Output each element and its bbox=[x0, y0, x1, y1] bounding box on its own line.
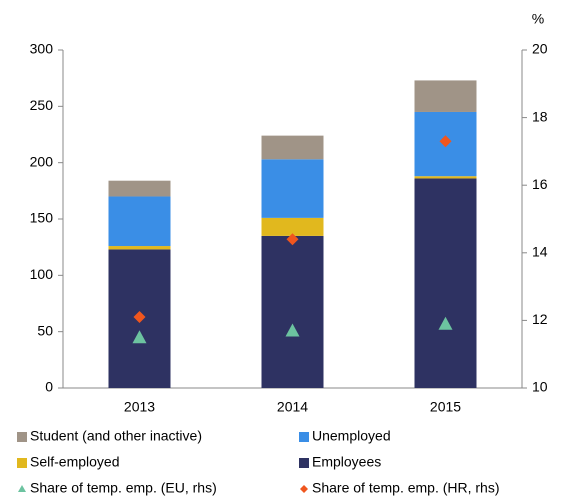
bar-segment bbox=[108, 246, 171, 250]
y2-tick-label: 18 bbox=[532, 108, 548, 124]
diamond-marker bbox=[133, 311, 146, 324]
legend-label: Share of temp. emp. (EU, rhs) bbox=[30, 480, 217, 496]
triangle-marker bbox=[132, 330, 147, 344]
bar-segment bbox=[108, 196, 171, 247]
legend-label: Student (and other inactive) bbox=[30, 428, 202, 444]
x-tick-label: 2014 bbox=[277, 399, 308, 415]
legend-label: Unemployed bbox=[312, 428, 391, 444]
x-tick-label: 2013 bbox=[124, 399, 155, 415]
y2-tick-label: 20 bbox=[532, 41, 548, 57]
bar-segment bbox=[261, 159, 324, 218]
legend-swatch bbox=[300, 485, 308, 493]
y-tick-label: 50 bbox=[37, 322, 53, 338]
y2-tick-label: 12 bbox=[532, 311, 548, 327]
y2-tick-label: 16 bbox=[532, 176, 548, 192]
y-tick-label: 0 bbox=[45, 379, 53, 395]
bar-segment bbox=[414, 80, 477, 112]
y2-unit: % bbox=[532, 11, 544, 27]
bar-segment bbox=[414, 176, 477, 179]
bar-segment bbox=[261, 135, 324, 160]
legend-swatch bbox=[17, 432, 27, 442]
triangle-marker bbox=[438, 316, 453, 330]
y-tick-label: 250 bbox=[30, 97, 54, 113]
y-tick-label: 100 bbox=[30, 266, 54, 282]
bar-segment bbox=[108, 180, 171, 197]
bar-segment bbox=[261, 235, 324, 388]
legend-label: Share of temp. emp. (HR, rhs) bbox=[312, 480, 500, 496]
y-tick-label: 200 bbox=[30, 153, 54, 169]
legend-swatch bbox=[17, 458, 27, 468]
y2-tick-label: 10 bbox=[532, 379, 548, 395]
y-tick-label: 150 bbox=[30, 210, 54, 226]
legend-swatch bbox=[299, 458, 309, 468]
triangle-marker bbox=[285, 323, 300, 337]
y2-tick-label: 14 bbox=[532, 244, 548, 260]
bar-segment bbox=[414, 178, 477, 388]
legend-label: Employees bbox=[312, 454, 381, 470]
x-tick-label: 2015 bbox=[430, 399, 461, 415]
diamond-marker bbox=[286, 233, 299, 246]
legend-swatch bbox=[299, 432, 309, 442]
legend-swatch bbox=[18, 485, 26, 492]
y-tick-label: 300 bbox=[30, 41, 54, 57]
diamond-marker bbox=[439, 135, 452, 148]
bar-segment bbox=[261, 217, 324, 236]
legend-label: Self-employed bbox=[30, 454, 120, 470]
